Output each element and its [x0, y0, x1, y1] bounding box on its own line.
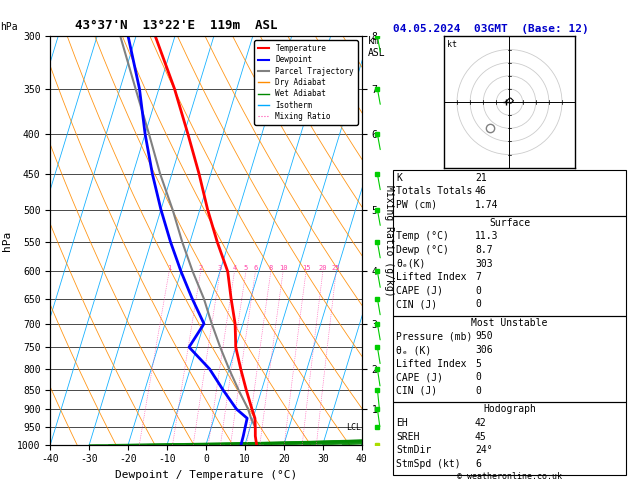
- Text: 1: 1: [167, 265, 171, 272]
- Text: Lifted Index: Lifted Index: [396, 272, 467, 282]
- Text: 0: 0: [475, 299, 481, 310]
- Text: 46: 46: [475, 186, 487, 196]
- Text: 0: 0: [475, 286, 481, 296]
- Text: PW (cm): PW (cm): [396, 200, 437, 210]
- Text: 04.05.2024  03GMT  (Base: 12): 04.05.2024 03GMT (Base: 12): [393, 24, 589, 34]
- Text: θₑ(K): θₑ(K): [396, 259, 426, 269]
- Text: 8.7: 8.7: [475, 245, 493, 255]
- Text: 10: 10: [279, 265, 287, 272]
- Text: 42: 42: [475, 418, 487, 428]
- Text: 2: 2: [199, 265, 203, 272]
- Text: 1.74: 1.74: [475, 200, 498, 210]
- Text: 306: 306: [475, 345, 493, 355]
- Text: 20: 20: [319, 265, 327, 272]
- X-axis label: Dewpoint / Temperature (°C): Dewpoint / Temperature (°C): [115, 470, 297, 480]
- Text: StmDir: StmDir: [396, 445, 431, 455]
- Text: Surface: Surface: [489, 218, 530, 228]
- Text: Pressure (mb): Pressure (mb): [396, 331, 472, 342]
- Text: K: K: [396, 173, 402, 183]
- Text: 24°: 24°: [475, 445, 493, 455]
- Text: 5: 5: [475, 359, 481, 369]
- Text: © weatheronline.co.uk: © weatheronline.co.uk: [457, 472, 562, 481]
- Text: 15: 15: [302, 265, 310, 272]
- Text: CAPE (J): CAPE (J): [396, 286, 443, 296]
- Text: km
ASL: km ASL: [368, 36, 386, 58]
- Text: 5: 5: [244, 265, 248, 272]
- Text: 8: 8: [269, 265, 273, 272]
- Text: kt: kt: [447, 40, 457, 49]
- Text: StmSpd (kt): StmSpd (kt): [396, 459, 461, 469]
- Text: 43°37'N  13°22'E  119m  ASL: 43°37'N 13°22'E 119m ASL: [75, 18, 278, 32]
- Text: 4: 4: [232, 265, 237, 272]
- Text: Hodograph: Hodograph: [483, 404, 536, 415]
- Text: θₑ (K): θₑ (K): [396, 345, 431, 355]
- Text: Temp (°C): Temp (°C): [396, 231, 449, 242]
- Text: 0: 0: [475, 372, 481, 382]
- Text: CIN (J): CIN (J): [396, 299, 437, 310]
- Text: 25: 25: [332, 265, 340, 272]
- Y-axis label: Mixing Ratio (g/kg): Mixing Ratio (g/kg): [384, 185, 394, 296]
- Text: SREH: SREH: [396, 432, 420, 442]
- Text: Totals Totals: Totals Totals: [396, 186, 472, 196]
- Text: 21: 21: [475, 173, 487, 183]
- Text: 45: 45: [475, 432, 487, 442]
- Text: 7: 7: [475, 272, 481, 282]
- Legend: Temperature, Dewpoint, Parcel Trajectory, Dry Adiabat, Wet Adiabat, Isotherm, Mi: Temperature, Dewpoint, Parcel Trajectory…: [254, 40, 358, 124]
- Text: CAPE (J): CAPE (J): [396, 372, 443, 382]
- Text: hPa: hPa: [0, 21, 18, 32]
- Text: 6: 6: [253, 265, 257, 272]
- Text: EH: EH: [396, 418, 408, 428]
- Y-axis label: hPa: hPa: [1, 230, 11, 251]
- Text: 3: 3: [218, 265, 222, 272]
- Text: Most Unstable: Most Unstable: [471, 318, 548, 328]
- Text: 950: 950: [475, 331, 493, 342]
- Text: CIN (J): CIN (J): [396, 386, 437, 396]
- Text: 303: 303: [475, 259, 493, 269]
- Text: Dewp (°C): Dewp (°C): [396, 245, 449, 255]
- Text: Lifted Index: Lifted Index: [396, 359, 467, 369]
- Text: 11.3: 11.3: [475, 231, 498, 242]
- Text: 6: 6: [475, 459, 481, 469]
- Text: LCL: LCL: [346, 423, 361, 432]
- Text: 0: 0: [475, 386, 481, 396]
